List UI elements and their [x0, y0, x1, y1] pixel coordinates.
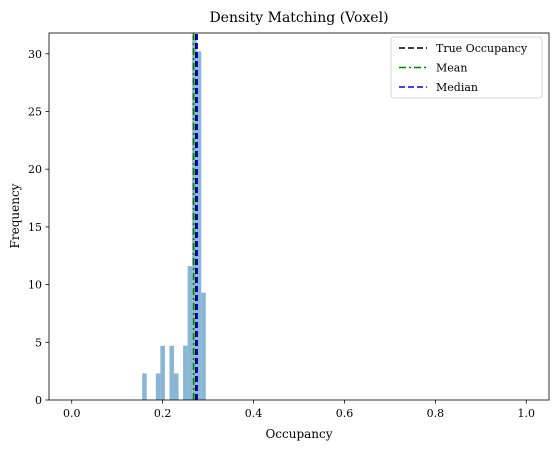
histogram-bar — [169, 345, 174, 400]
legend: True Occupancy Mean Median — [390, 36, 543, 99]
histogram-bars — [142, 35, 206, 401]
plot-frame — [48, 32, 550, 401]
reference-lines — [192, 33, 198, 400]
histogram-bar — [201, 292, 206, 400]
x-axis-ticks: 0.0 0.2 0.4 0.6 0.8 1.0 — [63, 400, 535, 420]
histogram-bar — [160, 345, 165, 400]
legend-label: True Occupancy — [436, 42, 528, 55]
histogram-bar — [174, 373, 179, 400]
histogram-bar — [187, 266, 193, 400]
histogram-bar — [142, 373, 147, 400]
x-tick-label: 0.6 — [336, 407, 354, 420]
y-tick-label: 0 — [35, 394, 42, 407]
x-tick-label: 0.0 — [63, 407, 81, 420]
y-axis-ticks: 0 5 10 15 20 25 30 — [28, 48, 49, 407]
y-tick-label: 5 — [35, 336, 42, 349]
x-tick-label: 0.2 — [154, 407, 172, 420]
legend-label: Mean — [436, 62, 467, 75]
legend-label: Median — [436, 81, 478, 94]
x-axis-label: Occupancy — [265, 427, 332, 441]
histogram-bar — [192, 35, 197, 401]
x-tick-label: 0.8 — [427, 407, 445, 420]
x-tick-label: 1.0 — [518, 407, 536, 420]
histogram-bar — [196, 51, 202, 401]
chart-title: Density Matching (Voxel) — [209, 10, 388, 26]
y-axis-label: Frequency — [8, 183, 22, 248]
y-tick-label: 25 — [28, 105, 42, 118]
legend-box — [390, 36, 543, 99]
histogram-bar — [155, 373, 161, 400]
y-tick-label: 20 — [28, 163, 42, 176]
histogram-bar — [183, 345, 188, 400]
y-tick-label: 30 — [28, 48, 42, 61]
y-tick-label: 15 — [28, 221, 42, 234]
x-tick-label: 0.4 — [245, 407, 263, 420]
y-tick-label: 10 — [28, 279, 42, 292]
